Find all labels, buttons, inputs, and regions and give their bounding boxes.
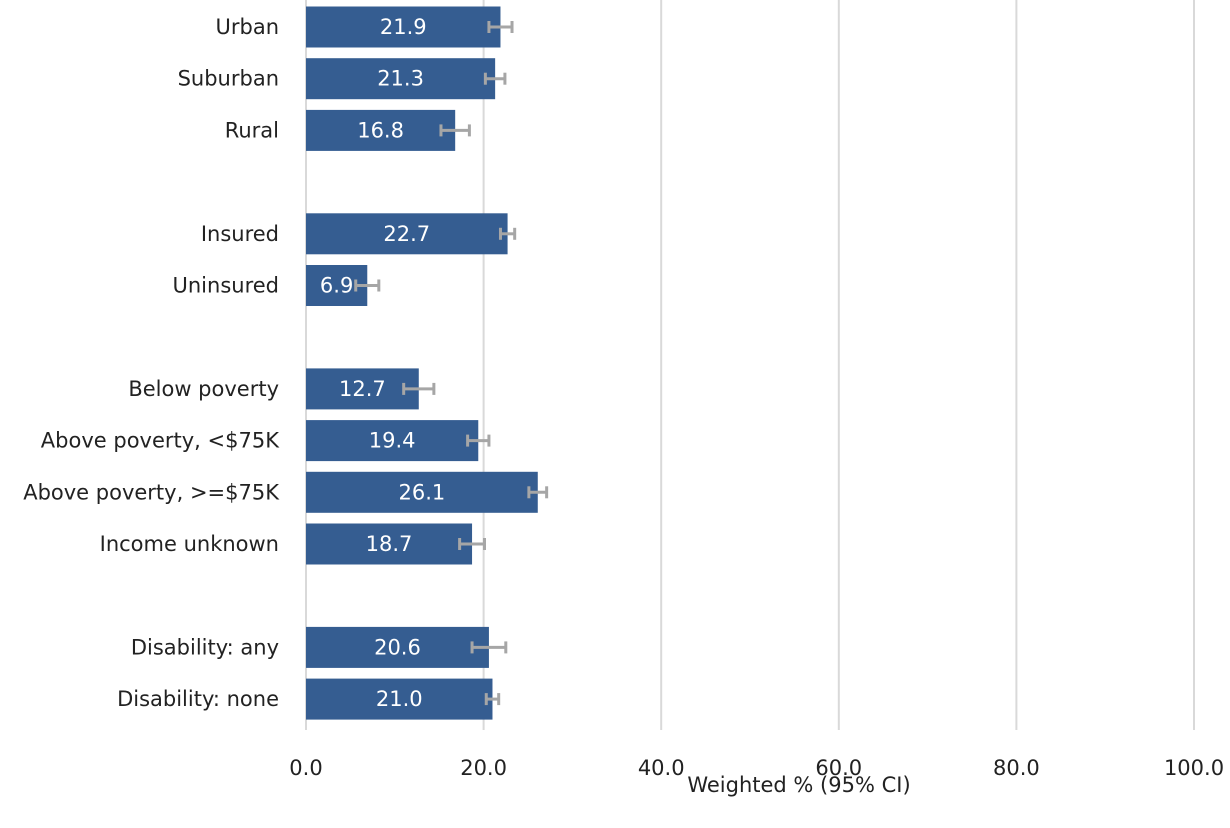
error-bar bbox=[470, 641, 508, 654]
category-label: Above poverty, <$75K bbox=[41, 429, 280, 453]
bar bbox=[306, 471, 538, 513]
category-label: Disability: none bbox=[117, 687, 279, 711]
data-label: 22.7 bbox=[383, 222, 430, 246]
data-label: 19.4 bbox=[369, 429, 416, 453]
gridlines bbox=[305, 0, 1195, 730]
error-bar bbox=[527, 486, 549, 499]
bar bbox=[306, 368, 419, 410]
data-label: 20.6 bbox=[374, 635, 421, 659]
error-bar bbox=[458, 538, 486, 550]
bar bbox=[306, 420, 479, 462]
data-label: 6.9 bbox=[320, 274, 353, 298]
error-bar bbox=[466, 434, 491, 447]
category-label: Uninsured bbox=[173, 274, 280, 298]
bar bbox=[306, 523, 473, 565]
category-label: Suburban bbox=[178, 67, 279, 91]
data-label: 26.1 bbox=[399, 480, 446, 504]
x-axis-title: Weighted % (95% CI) bbox=[687, 773, 910, 797]
x-tick-label: 60.0 bbox=[815, 756, 862, 780]
x-tick-label: 40.0 bbox=[638, 756, 685, 780]
data-label: 21.3 bbox=[377, 67, 424, 91]
bar bbox=[306, 678, 493, 720]
bar bbox=[306, 109, 456, 151]
bar bbox=[306, 626, 489, 668]
error-bar bbox=[483, 72, 507, 85]
category-label: Rural bbox=[225, 118, 279, 142]
bar bbox=[306, 213, 508, 255]
x-tick-labels: 0.0 20.0 40.0 60.0 80.0 100.0 bbox=[289, 756, 1224, 780]
error-bar bbox=[487, 21, 514, 33]
data-labels: 21.9 21.3 16.8 22.7 6.9 12.7 19.4 26.1 18.7 20.6 2… bbox=[320, 15, 445, 711]
error-bar bbox=[402, 382, 436, 395]
error-bar bbox=[484, 693, 501, 706]
category-label: Income unknown bbox=[100, 532, 279, 556]
data-label: 21.9 bbox=[380, 15, 427, 39]
bar bbox=[306, 6, 501, 48]
x-tick-label: 0.0 bbox=[289, 756, 322, 780]
error-bar bbox=[498, 227, 517, 240]
data-label: 21.0 bbox=[376, 687, 423, 711]
data-label: 16.8 bbox=[357, 118, 404, 142]
category-label: Disability: any bbox=[131, 635, 279, 659]
error-bar bbox=[439, 124, 471, 137]
data-label: 12.7 bbox=[339, 377, 386, 401]
error-bars bbox=[354, 21, 549, 706]
x-tick-label: 100.0 bbox=[1164, 756, 1224, 780]
category-label: Urban bbox=[215, 15, 279, 39]
category-labels: Urban Suburban Rural Insured Uninsured Below … bbox=[23, 15, 280, 711]
x-tick-label: 20.0 bbox=[460, 756, 507, 780]
bars bbox=[306, 6, 538, 720]
x-tick-label: 80.0 bbox=[993, 756, 1040, 780]
category-label: Insured bbox=[201, 222, 279, 246]
bar bbox=[306, 58, 496, 100]
error-bar bbox=[354, 279, 381, 292]
category-label: Above poverty, >=$75K bbox=[23, 480, 280, 504]
data-label: 18.7 bbox=[366, 532, 413, 556]
category-label: Below poverty bbox=[128, 377, 279, 401]
